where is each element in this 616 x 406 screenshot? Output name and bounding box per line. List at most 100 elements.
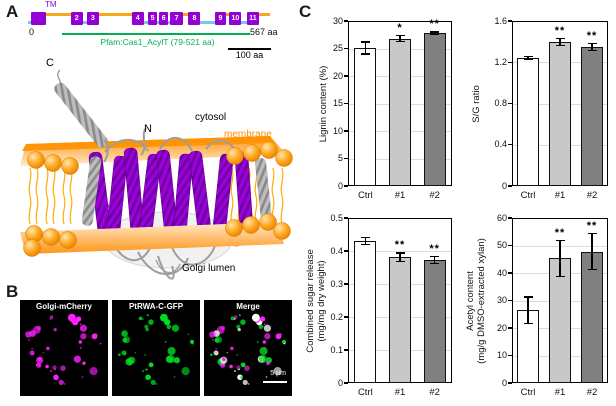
punctum — [148, 376, 151, 379]
y-tick-label: 50 — [496, 240, 507, 250]
punctum — [259, 316, 266, 322]
punctum — [45, 364, 49, 369]
ribbon-loop — [155, 259, 181, 274]
punctum — [54, 368, 56, 371]
cytosol-label: cytosol — [195, 112, 227, 123]
aa-scale-label: 100 aa — [235, 50, 264, 60]
punctum — [31, 347, 33, 350]
punctum — [258, 354, 268, 364]
error-bar-cap-bottom — [430, 33, 440, 35]
punctum — [233, 315, 238, 320]
lumenal-linker — [157, 21, 160, 25]
punctum — [237, 327, 241, 332]
cytosolic-linker — [45, 12, 71, 16]
punctum — [58, 379, 64, 386]
lipid-tail — [35, 167, 39, 225]
y-axis-tick — [508, 327, 512, 329]
punctum — [166, 324, 171, 330]
punctum — [49, 318, 52, 320]
y-axis-tick — [508, 354, 512, 357]
significance-marker: ** — [586, 220, 598, 233]
membrane-top-edge — [22, 136, 274, 151]
error-bar — [591, 233, 593, 270]
y-axis-title: Lignin content (%) — [318, 65, 329, 142]
punctum — [53, 374, 59, 381]
punctum — [181, 367, 190, 376]
punctum — [213, 350, 219, 356]
gfp-puncta — [117, 313, 195, 386]
data-bar — [389, 257, 411, 383]
gray-helix — [255, 158, 272, 224]
tm-helix-box: 11 — [246, 12, 259, 25]
y-axis-tick — [344, 349, 348, 351]
punctum — [164, 341, 167, 343]
y-axis-tick — [508, 382, 512, 384]
lipid-head — [273, 222, 291, 240]
punctum — [230, 316, 235, 321]
y-tick-label: 0.2 — [330, 311, 343, 322]
tm-helix-box: 2 — [70, 12, 83, 25]
punctum — [146, 314, 149, 317]
punctum — [79, 347, 82, 349]
gridline — [349, 251, 451, 252]
y-axis-tick — [508, 61, 512, 63]
error-bar — [399, 252, 401, 263]
microscopy-image-ptrwa-c-gfp: PtRWA-C-GFP — [112, 300, 200, 396]
error-bar-cap-top — [555, 37, 565, 39]
image-title: PtRWA-C-GFP — [128, 302, 184, 311]
punctum — [236, 354, 238, 356]
lipid-head — [59, 231, 77, 249]
punctum — [262, 340, 267, 344]
error-bar-cap-bottom — [395, 261, 405, 263]
cytosolic-linker — [98, 12, 132, 16]
data-bar — [423, 33, 446, 186]
y-axis-tick — [344, 20, 348, 22]
lipid-tail — [62, 167, 66, 225]
microscopy-image-golgi-mcherry: Golgi-mCherry — [20, 300, 108, 396]
ribbon-loop — [159, 137, 193, 152]
significance-marker: ** — [554, 24, 566, 37]
error-bar — [364, 237, 366, 246]
membrane-bottom-slab — [20, 222, 284, 254]
error-bar — [434, 256, 436, 265]
category-label: #2 — [586, 387, 598, 398]
punctum — [238, 314, 241, 317]
mcherry-puncta — [25, 313, 102, 386]
punctum — [127, 356, 136, 364]
punctum — [117, 353, 121, 357]
lumenal-linker — [82, 21, 87, 25]
punctum — [42, 351, 45, 354]
punctum — [237, 368, 239, 371]
tm-structure-label: TM — [99, 200, 114, 211]
error-bar-cap-top — [523, 296, 533, 298]
pfam-domain-line — [61, 33, 251, 35]
error-bar-cap-bottom — [430, 263, 440, 265]
error-bar — [399, 35, 401, 42]
significance-marker: ** — [554, 226, 566, 239]
punctum — [220, 362, 226, 368]
punctum — [82, 361, 86, 366]
y-tick-label: 0 — [501, 377, 507, 388]
punctum — [261, 325, 264, 328]
error-bar — [364, 41, 366, 55]
y-tick-label: 30 — [496, 295, 507, 305]
tm-helix-box — [31, 12, 46, 25]
panel-a-label: A — [6, 2, 19, 21]
lipid-head — [42, 228, 60, 246]
punctum — [36, 325, 42, 331]
punctum — [134, 351, 137, 354]
lipid-tail — [280, 167, 284, 225]
lipid-head — [44, 154, 62, 172]
y-tick-label: 5 — [337, 153, 343, 163]
punctum — [145, 368, 147, 371]
y-tick-label: 1.2 — [494, 56, 507, 67]
error-bar-cap-bottom — [555, 44, 565, 46]
y-axis-title: (mg/g DMSO-extracted xylan) — [476, 237, 487, 364]
lipid-head — [23, 239, 41, 257]
pfam-domain-label: Pfam:Cas1_AcylT (79-521 aa) — [100, 37, 215, 47]
punctum — [60, 365, 66, 371]
aa-end-label: 567 aa — [250, 27, 278, 37]
punctum — [52, 365, 57, 370]
lumenal-linker — [143, 21, 148, 25]
category-label: #2 — [429, 387, 440, 398]
